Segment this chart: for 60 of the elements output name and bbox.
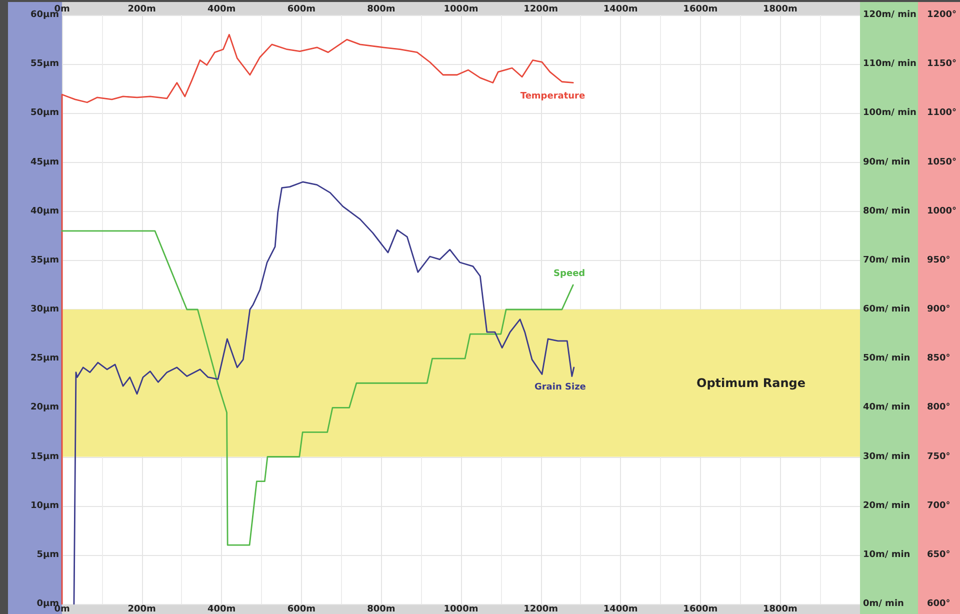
y3-tick-label: 850° bbox=[927, 354, 950, 364]
x2-tick-label: 1400m bbox=[603, 4, 638, 14]
y2-tick-label: 30m/ min bbox=[863, 452, 910, 462]
x2-tick-label: 1000m bbox=[444, 4, 478, 14]
x-tick-label: 400m bbox=[208, 604, 236, 614]
x-tick-label: 1200m bbox=[524, 604, 558, 614]
series-label: Grain Size bbox=[534, 382, 586, 392]
band-label: Optimum Range bbox=[696, 376, 806, 390]
y3-tick-label: 900° bbox=[927, 304, 950, 314]
x-tick-label: 1800m bbox=[762, 604, 798, 614]
y3-tick-label: 1050° bbox=[927, 157, 957, 168]
y2-tick-label: 120m/ min bbox=[863, 10, 916, 20]
x2-tick-label: 1800m bbox=[762, 4, 798, 14]
x2-tick-label: 400m bbox=[208, 4, 236, 14]
y2-tick-label: 40m/ min bbox=[863, 402, 910, 413]
y-tick-label: 25µm bbox=[30, 354, 59, 364]
y2-tick-label: 70m/ min bbox=[863, 255, 910, 266]
y3-tick-label: 600° bbox=[927, 599, 950, 609]
y2-tick-label: 50m/ min bbox=[863, 354, 910, 364]
x2-tick-label: 600m bbox=[287, 4, 316, 14]
y2-tick-label: 80m/ min bbox=[863, 206, 910, 216]
x2-tick-label: 1200m bbox=[524, 4, 558, 14]
x2-tick-label: 200m bbox=[128, 4, 156, 14]
y2-tick-label: 0m/ min bbox=[863, 599, 904, 609]
y-tick-label: 45µm bbox=[30, 157, 59, 168]
y3-tick-label: 650° bbox=[927, 550, 950, 560]
y3-tick-label: 1000° bbox=[927, 206, 957, 216]
y3-tick-label: 1150° bbox=[927, 59, 957, 70]
y2-tick-label: 60m/ min bbox=[863, 304, 910, 314]
y-tick-label: 50µm bbox=[30, 108, 59, 118]
y2-tick-label: 100m/ min bbox=[863, 108, 916, 118]
y-tick-label: 35µm bbox=[30, 255, 59, 266]
y-tick-label: 5µm bbox=[36, 550, 59, 560]
x-tick-label: 200m bbox=[128, 604, 156, 614]
x-tick-label: 600m bbox=[287, 604, 316, 614]
y-tick-label: 15µm bbox=[30, 452, 59, 462]
x2-tick-label: 1600m bbox=[683, 4, 718, 14]
x2-tick-label: 800m bbox=[367, 4, 396, 14]
y2-tick-label: 20m/ min bbox=[863, 500, 910, 511]
y-tick-label: 10µm bbox=[30, 500, 59, 511]
y2-tick-label: 90m/ min bbox=[863, 157, 910, 168]
series-label: Temperature bbox=[520, 92, 586, 102]
x-tick-label: 1000m bbox=[444, 604, 478, 614]
y2-tick-label: 10m/ min bbox=[863, 550, 910, 560]
series-label: Speed bbox=[554, 268, 586, 279]
x-tick-label: 800m bbox=[367, 604, 396, 614]
x-tick-label: 1600m bbox=[683, 604, 718, 614]
y3-tick-label: 1100° bbox=[927, 108, 957, 118]
y3-tick-label: 950° bbox=[927, 255, 950, 266]
y-tick-label: 55µm bbox=[30, 59, 59, 70]
y-tick-label: 20µm bbox=[30, 402, 59, 413]
x-tick-label: 1400m bbox=[603, 604, 638, 614]
y-tick-label: 60µm bbox=[30, 10, 59, 20]
y-tick-label: 40µm bbox=[30, 206, 59, 216]
y3-tick-label: 1200° bbox=[927, 10, 957, 20]
y-tick-label: 30µm bbox=[30, 304, 59, 314]
y3-tick-label: 750° bbox=[927, 452, 950, 462]
y2-tick-label: 110m/ min bbox=[863, 59, 916, 70]
y3-tick-label: 800° bbox=[927, 402, 950, 413]
y3-tick-label: 700° bbox=[927, 500, 950, 511]
